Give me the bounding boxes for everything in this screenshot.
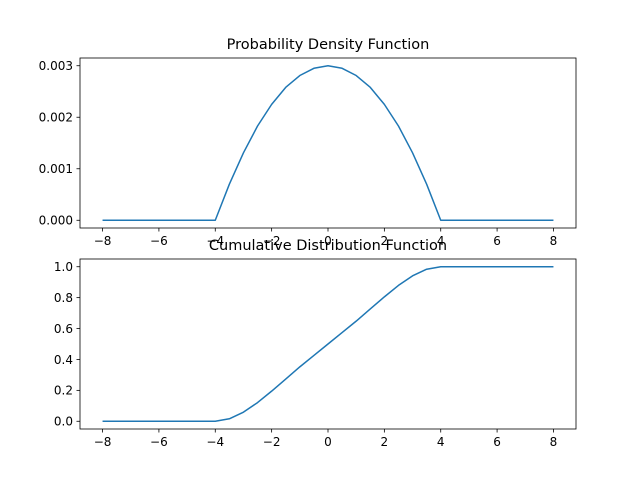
pdf-x-tick-label: −8 [94,234,112,248]
cdf-x-tick-label: 6 [493,435,501,449]
pdf-x-tick-label: 0 [324,234,332,248]
pdf-y-tick-label: 0.001 [39,162,73,176]
pdf-x-tick-label: 6 [493,234,501,248]
cdf-x-tick-label: −6 [150,435,168,449]
pdf-x-tick-label: −6 [150,234,168,248]
cdf-y-tick-label: 0.8 [54,291,73,305]
cdf-x-tick-label: 2 [381,435,389,449]
pdf-y-tick-label: 0.002 [39,111,73,125]
cdf-y-tick-label: 1.0 [54,260,73,274]
pdf-x-tick-label: −4 [206,234,224,248]
cdf-series-line [102,265,554,423]
pdf-y-tick-label: 0.003 [39,59,73,73]
cdf-x-tick-label: 8 [550,435,558,449]
cdf-x-tick-label: −8 [94,435,112,449]
cdf-y-tick-label: 0.2 [54,384,73,398]
cdf-y-tick-label: 0.0 [54,415,73,429]
pdf-y-tick-label: 0.000 [39,214,73,228]
pdf-x-tick-label: −2 [263,234,281,248]
cdf-x-tick-label: −2 [263,435,281,449]
pdf-x-tick-label: 8 [550,234,558,248]
cdf-axes: −8 −6 −4 −2 0 2 4 6 8 0.0 0.2 0.4 0.6 0.8 1.0 Cumulativ… [54,238,577,449]
cdf-x-tick-label: 4 [437,435,445,449]
cdf-y-tick-label: 0.4 [54,353,73,367]
cdf-title: Cumulative Distribution Function [209,238,447,254]
pdf-series-line [102,64,554,222]
cdf-x-tick-label: −4 [206,435,224,449]
pdf-axes: −8 −6 −4 −2 0 2 4 6 8 0.000 0.001 0.002 0.003 Probabi… [39,37,577,248]
cdf-x-tick-label: 0 [324,435,332,449]
pdf-x-tick-label: 4 [437,234,445,248]
cdf-y-tick-label: 0.6 [54,322,73,336]
pdf-x-tick-label: 2 [381,234,389,248]
pdf-title: Probability Density Function [227,37,430,53]
